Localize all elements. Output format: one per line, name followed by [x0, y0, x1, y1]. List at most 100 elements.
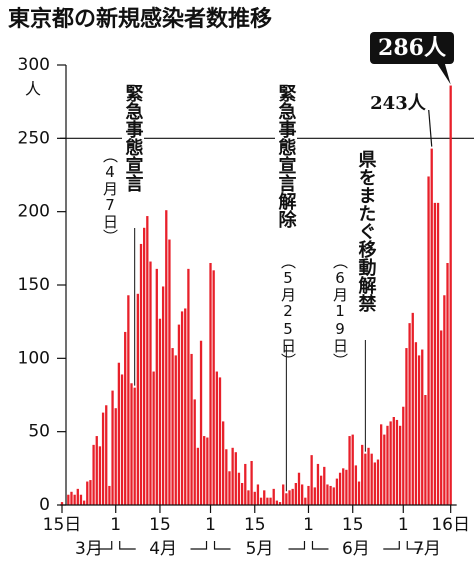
bar [335, 478, 339, 505]
bar [95, 436, 98, 505]
bar [101, 412, 105, 505]
bar [187, 268, 190, 505]
bar [275, 500, 279, 505]
bar [177, 324, 181, 505]
value-label: 286人 [378, 35, 446, 61]
bar [117, 362, 121, 505]
bar [234, 452, 237, 505]
bar [376, 459, 380, 505]
bar [383, 434, 386, 505]
chart-title: 東京都の新規感染者数推移 [8, 6, 272, 32]
bar [136, 293, 139, 505]
month-label: 5月 [246, 539, 274, 559]
bar [259, 497, 263, 505]
bar [114, 408, 117, 505]
bar [288, 490, 291, 505]
bar [430, 148, 433, 505]
bar [158, 318, 162, 505]
bar [155, 268, 158, 505]
bar [70, 491, 73, 505]
bar [218, 377, 222, 505]
bar [421, 349, 424, 505]
bar [193, 399, 196, 505]
bar [446, 263, 449, 505]
bar [174, 355, 177, 505]
bar [79, 494, 83, 505]
bar [319, 475, 323, 505]
bar [427, 176, 430, 505]
bar [414, 342, 418, 505]
value-leader [428, 109, 433, 147]
bar [108, 485, 111, 505]
x-tick-label: 1 [303, 515, 314, 535]
value-label: 243人 [370, 93, 427, 114]
bar [395, 419, 399, 505]
bar [196, 447, 200, 505]
y-tick-label: 0 [39, 495, 50, 515]
bar [133, 387, 136, 505]
bar [278, 502, 282, 505]
bar [405, 348, 408, 505]
bar [143, 227, 146, 506]
month-bracket [383, 541, 424, 550]
bar [354, 465, 358, 505]
month-label: 3月 [75, 539, 103, 559]
bar [367, 447, 370, 505]
bar [120, 374, 124, 505]
bar [209, 263, 212, 505]
month-bracket [288, 541, 329, 550]
x-tick-label: 16日 [431, 515, 470, 535]
bar [294, 483, 297, 505]
bar [443, 295, 446, 505]
bar [361, 444, 364, 505]
event-label-bg [275, 82, 297, 234]
bar [313, 487, 316, 505]
bar [228, 471, 231, 505]
bar [301, 484, 304, 505]
bar [199, 340, 203, 505]
y-tick-label: 300 [18, 55, 50, 75]
bar [139, 243, 143, 505]
callout-box [370, 32, 454, 64]
bar [380, 424, 383, 505]
month-label: 6月 [342, 539, 370, 559]
callout-pointer [436, 63, 451, 85]
event-label-bg [355, 148, 377, 319]
bar [161, 286, 165, 505]
y-tick-label: 50 [28, 422, 50, 442]
bar [237, 472, 241, 505]
bar [307, 485, 310, 505]
bar [256, 484, 260, 505]
bar [326, 484, 329, 505]
bar [203, 436, 206, 505]
bar [168, 239, 171, 506]
bar [332, 487, 335, 505]
bar [440, 330, 443, 505]
bar [282, 484, 285, 505]
x-tick-label: 1 [205, 515, 216, 535]
month-bracket [190, 541, 231, 550]
bar [364, 453, 367, 505]
y-unit: 人 [25, 80, 41, 99]
bar [417, 355, 421, 505]
event-label: 緊急事態宣言解除 [276, 84, 297, 229]
x-tick-label: 15 [244, 515, 266, 535]
event-label: 県をまたぐ移動解禁 [356, 150, 377, 313]
bar [402, 406, 405, 505]
month-label: 7月 [413, 539, 441, 559]
x-tick-label: 1 [398, 515, 409, 535]
y-tick-label: 100 [18, 348, 50, 368]
bar [225, 449, 228, 505]
x-tick-label: 15日 [43, 515, 82, 535]
event-label-bg [122, 82, 144, 197]
bar [436, 202, 440, 505]
bar [433, 202, 437, 505]
bar [146, 216, 149, 506]
bar [212, 270, 215, 505]
bar [247, 490, 250, 505]
bar [60, 502, 64, 505]
x-tick-label: 15 [342, 515, 364, 535]
bar [67, 494, 70, 505]
bar [386, 425, 389, 505]
